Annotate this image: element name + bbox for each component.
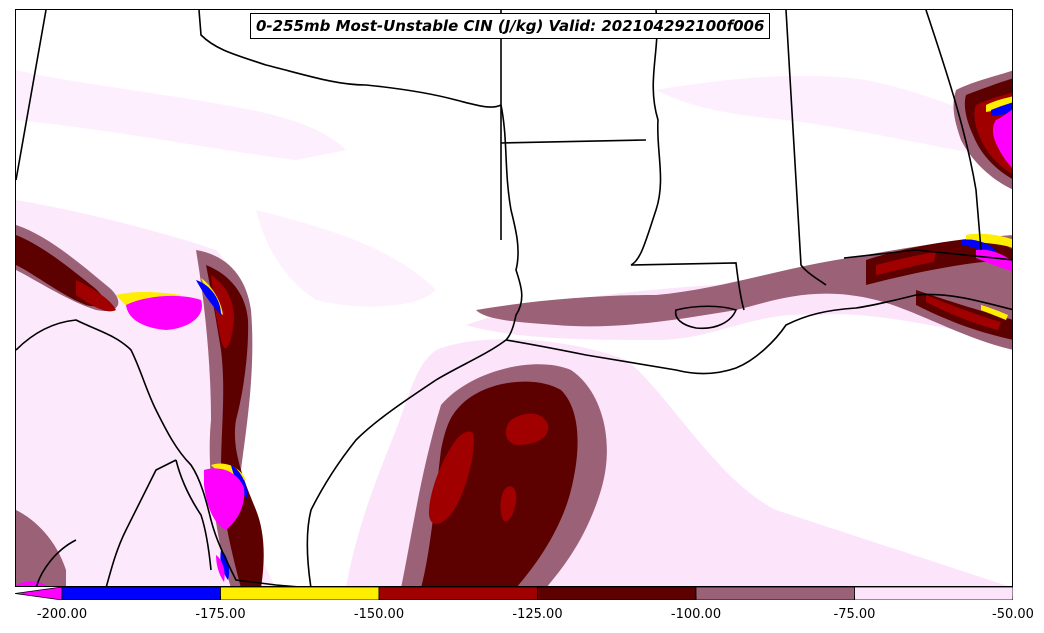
colorbar-tick-label: -100.00 [670, 607, 722, 622]
colorbar [15, 587, 1013, 600]
map-title: 0-255mb Most-Unstable CIN (J/kg) Valid: … [250, 13, 771, 39]
colorbar-tick-label: -125.00 [512, 607, 563, 622]
colorbar-bin [537, 587, 697, 600]
colorbar-bin [695, 587, 855, 600]
colorbar-tick-label: -150.00 [353, 607, 405, 622]
colorbar-bin [854, 587, 1013, 600]
colorbar-tick-label: -175.00 [195, 607, 246, 622]
map-panel [15, 9, 1013, 587]
cin-fill-magenta [16, 109, 1012, 586]
cin-map [16, 10, 1012, 586]
boundary-lines [16, 10, 1012, 586]
colorbar-bin [378, 587, 538, 600]
colorbar-tick-label: -50.00 [992, 607, 1034, 622]
colorbar-bin [220, 587, 380, 600]
colorbar-bin [61, 587, 221, 600]
colorbar-tick-label: -200.00 [36, 607, 88, 622]
colorbar-bin [15, 587, 63, 600]
colorbar-tick-label: -75.00 [833, 607, 876, 622]
